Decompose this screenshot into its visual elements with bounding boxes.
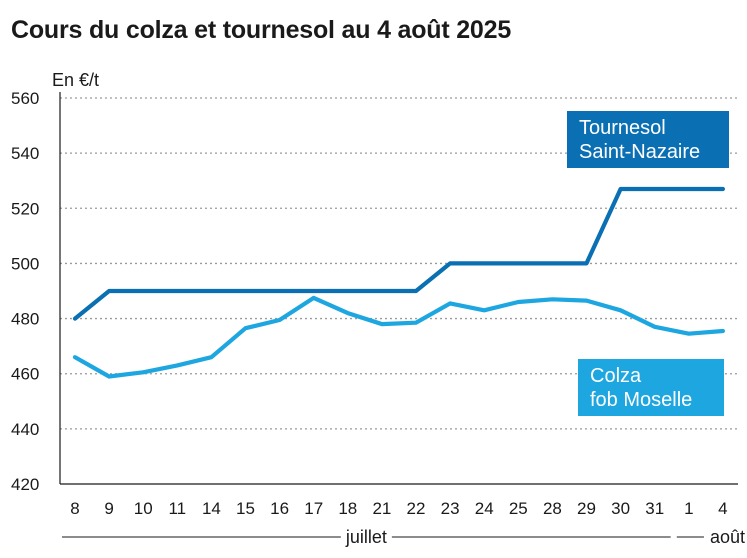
x-tick-labels: 8 9 10 11 14 15 16 17 18 21 22 23 24 25 28 29 30 31 1 4 xyxy=(70,499,727,518)
series-line-tournesol xyxy=(72,186,726,321)
y-tick-label: 520 xyxy=(11,199,39,218)
y-tick-label: 460 xyxy=(11,365,39,384)
x-tick-label: 17 xyxy=(304,499,323,518)
month-labels: juillet août xyxy=(62,527,745,547)
y-tick-label: 540 xyxy=(11,144,39,163)
legend-label: Saint-Nazaire xyxy=(579,141,700,163)
y-axis-unit-label: En €/t xyxy=(52,70,99,90)
x-tick-label: 9 xyxy=(104,499,113,518)
y-tick-labels: 420 440 460 480 500 520 540 560 xyxy=(11,89,39,494)
series-line-colza xyxy=(72,295,726,379)
axes xyxy=(59,92,738,485)
legend-label: fob Moselle xyxy=(590,389,692,411)
x-tick-label: 23 xyxy=(441,499,460,518)
legend-box xyxy=(567,111,729,168)
x-tick-label: 30 xyxy=(611,499,630,518)
chart-title: Cours du colza et tournesol au 4 août 20… xyxy=(11,16,512,44)
x-tick-label: 8 xyxy=(70,499,79,518)
x-tick-label: 22 xyxy=(407,499,426,518)
x-tick-label: 15 xyxy=(236,499,255,518)
x-tick-label: 16 xyxy=(270,499,289,518)
y-tick-label: 420 xyxy=(11,475,39,494)
x-tick-label: 24 xyxy=(475,499,494,518)
x-tick-label: 29 xyxy=(577,499,596,518)
month-label: août xyxy=(710,527,745,547)
x-tick-label: 11 xyxy=(168,499,186,518)
x-tick-label: 14 xyxy=(202,499,221,518)
y-tick-label: 440 xyxy=(11,420,39,439)
x-tick-label: 1 xyxy=(684,499,693,518)
y-tick-label: 500 xyxy=(11,254,39,273)
y-tick-label: 480 xyxy=(11,310,39,329)
x-tick-label: 21 xyxy=(372,499,391,518)
legend-label: Colza xyxy=(590,365,642,387)
x-tick-label: 4 xyxy=(718,499,727,518)
x-tick-label: 10 xyxy=(134,499,153,518)
y-tick-label: 560 xyxy=(11,89,39,108)
series-lines xyxy=(72,186,726,379)
x-tick-label: 28 xyxy=(543,499,562,518)
x-tick-label: 18 xyxy=(338,499,357,518)
x-tick-label: 25 xyxy=(509,499,528,518)
legend-label: Tournesol xyxy=(579,117,666,139)
month-label: juillet xyxy=(345,527,387,547)
x-tick-label: 31 xyxy=(645,499,664,518)
legend-box xyxy=(578,359,724,416)
